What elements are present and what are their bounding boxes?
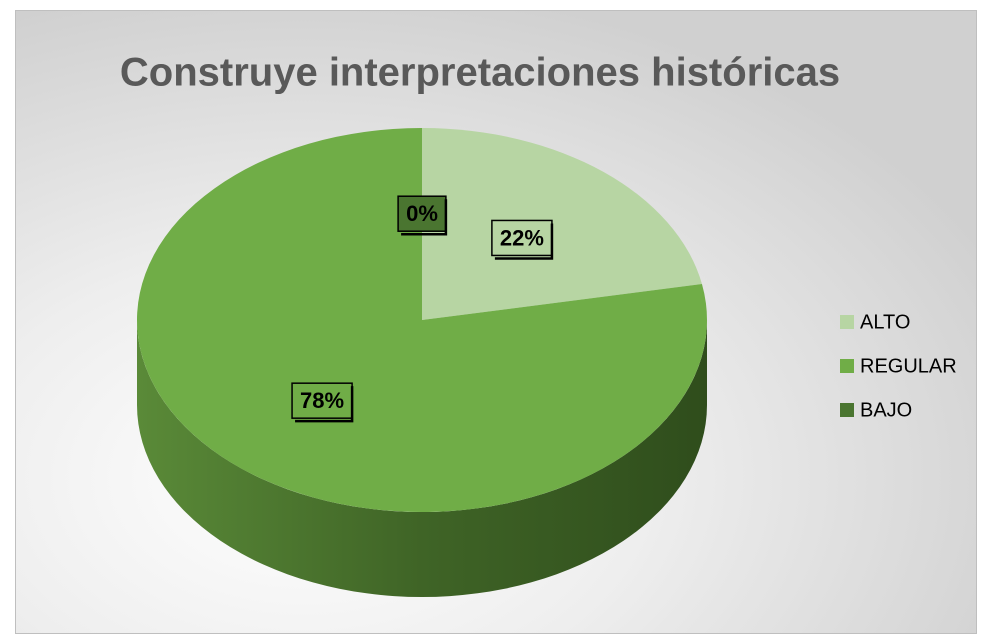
chart-title: Construye interpretaciones históricas: [120, 51, 840, 95]
legend-swatch: [840, 359, 854, 373]
legend-swatch: [840, 403, 854, 417]
pie: 22% 78% 0%: [136, 128, 707, 597]
data-label: 0%: [406, 201, 438, 226]
pie-side: [137, 320, 707, 597]
data-label-shadow: [401, 199, 448, 236]
legend: ALTO REGULAR BAJO: [840, 311, 957, 421]
legend-label: ALTO: [860, 311, 910, 333]
pie-slice: [422, 128, 702, 320]
pie-slice: [136, 128, 707, 512]
data-label: 78%: [300, 388, 344, 413]
legend-label: BAJO: [860, 399, 912, 421]
data-label-shadow: [494, 223, 554, 260]
legend-swatch: [840, 315, 854, 329]
data-label: 22%: [500, 225, 544, 250]
legend-label: REGULAR: [860, 355, 957, 377]
data-label-shadow: [295, 386, 354, 423]
